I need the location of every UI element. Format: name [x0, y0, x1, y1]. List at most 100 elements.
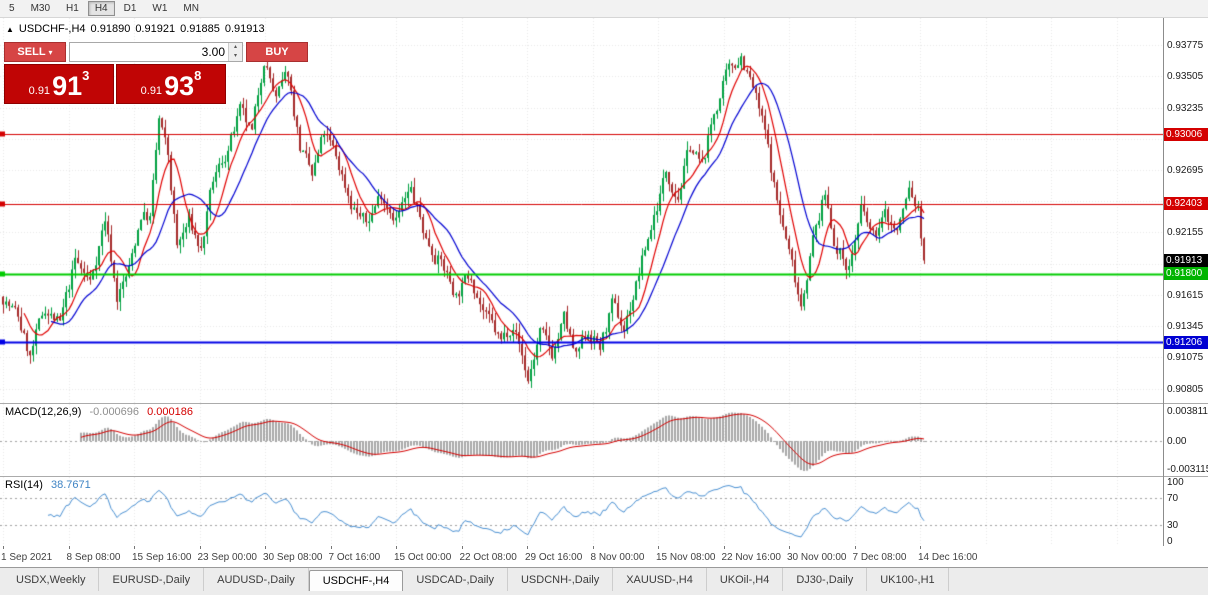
- rsi-axis-label: 0: [1167, 536, 1173, 547]
- chart-tab-usdcad-daily[interactable]: USDCAD-,Daily: [403, 568, 508, 591]
- chart-tab-dj30-daily[interactable]: DJ30-,Daily: [783, 568, 868, 591]
- sell-price-pipette: 3: [82, 68, 90, 83]
- time-axis-tick: [723, 546, 725, 549]
- chart-tab-usdchf-h4[interactable]: USDCHF-,H4: [308, 570, 404, 591]
- time-axis-label: 7 Dec 08:00: [852, 552, 907, 563]
- period-button-5[interactable]: 5: [9, 3, 15, 14]
- lot-decrease-button[interactable]: ▾: [229, 52, 242, 61]
- period-button-w1[interactable]: W1: [152, 3, 168, 14]
- macd-axis-label: 0.003811: [1167, 406, 1208, 417]
- time-axis-tick: [134, 546, 135, 549]
- time-axis[interactable]: 1 Sep 2021 8 Sep 08:00 15 Sep 16:00 23 Sep …: [0, 546, 1208, 567]
- price-axis-label: 0.91075: [1167, 352, 1204, 364]
- time-axis-tick: [265, 546, 266, 549]
- time-axis-tick: [854, 546, 856, 549]
- chart-tab-eurusd-daily[interactable]: EURUSD-,Daily: [99, 568, 205, 591]
- symbol-trend-icon: ▲: [6, 25, 14, 34]
- chart-tab-xauusd-h4[interactable]: XAUUSD-,H4: [613, 568, 707, 591]
- chart-tab-usdcnh-daily[interactable]: USDCNH-,Daily: [508, 568, 614, 591]
- chart-tab-usdx-weekly[interactable]: USDX,Weekly: [3, 568, 100, 591]
- price-axis-label: 0.92695: [1167, 165, 1204, 177]
- time-axis-tick: [920, 546, 921, 549]
- chart-tab-audusd-daily[interactable]: AUDUSD-,Daily: [204, 568, 309, 591]
- buy-price-big-digits: 93: [164, 71, 195, 101]
- price-tag-0.91800: 0.91800: [1163, 267, 1208, 280]
- period-button-h1[interactable]: H1: [66, 3, 79, 14]
- time-axis-label: 15 Oct 00:00: [394, 552, 452, 563]
- ohlc-high-value: 0.91921: [135, 23, 176, 35]
- window-bottom-edge: [0, 591, 1208, 595]
- price-axis-label: 0.93235: [1167, 102, 1204, 114]
- macd-axis: 0.003811 0.00 -0.003115: [1163, 404, 1208, 476]
- time-axis-label: 7 Oct 16:00: [328, 552, 381, 563]
- macd-axis-label: 0.00: [1167, 436, 1187, 447]
- time-axis-label: 15 Nov 08:00: [656, 552, 716, 563]
- price-axis-label: 0.93505: [1167, 71, 1204, 83]
- time-axis-label: 15 Sep 16:00: [132, 552, 192, 563]
- buy-price-prefix: 0.91: [140, 85, 163, 97]
- macd-main-value: -0.000696: [89, 406, 140, 418]
- time-axis-label: 22 Oct 08:00: [459, 552, 517, 563]
- time-axis-tick: [68, 546, 70, 549]
- sell-price-big-digits: 91: [52, 71, 83, 101]
- period-button-h4[interactable]: H4: [87, 1, 115, 16]
- time-axis-tick: [461, 546, 463, 549]
- lot-size-spinner: ▴ ▾: [228, 43, 242, 61]
- macd-indicator-label: MACD(12,26,9) -0.000696 0.000186: [5, 406, 198, 418]
- period-button-mn[interactable]: MN: [183, 3, 199, 14]
- period-button-m30[interactable]: M30: [30, 3, 51, 14]
- rsi-axis-label: 100: [1167, 477, 1184, 488]
- time-axis-tick: [396, 546, 397, 549]
- chart-header: ▲ USDCHF-,H4 0.91890 0.91921 0.91885 0.91913: [6, 23, 270, 35]
- chart-symbol-label: USDCHF-,H4: [18, 23, 86, 35]
- one-click-trade-panel: SELL ▾ ▴ ▾ BUY 0.91 91 3: [4, 42, 308, 104]
- time-axis-tick: [527, 546, 528, 549]
- price-axis-label: 0.91345: [1167, 321, 1204, 333]
- rsi-pane-canvas[interactable]: [0, 477, 1163, 546]
- sell-button-label: SELL: [17, 46, 46, 58]
- time-axis-label: 29 Oct 16:00: [525, 552, 583, 563]
- time-axis-label: 30 Nov 00:00: [787, 552, 847, 563]
- time-axis-label: 14 Dec 16:00: [918, 552, 978, 563]
- sell-button[interactable]: SELL ▾: [4, 42, 66, 62]
- chart-tab-uk100-h1[interactable]: UK100-,H1: [867, 568, 949, 591]
- rsi-value: 38.7671: [50, 479, 91, 491]
- price-axis-label: 0.93775: [1167, 40, 1204, 52]
- lot-size-input[interactable]: [70, 43, 228, 61]
- ohlc-open-value: 0.91890: [90, 23, 131, 35]
- time-axis-label: 30 Sep 08:00: [263, 552, 323, 563]
- buy-button-label: BUY: [265, 46, 289, 58]
- period-button-d1[interactable]: D1: [123, 3, 137, 14]
- price-axis-label: 0.91615: [1167, 289, 1204, 301]
- rsi-axis: 100 70 30 0: [1163, 477, 1208, 547]
- chart-tab-bar: USDX,Weekly EURUSD-,Daily AUDUSD-,Daily USD…: [0, 567, 1208, 591]
- pane-divider[interactable]: [0, 476, 1208, 477]
- time-axis-tick: [199, 546, 201, 549]
- ohlc-low-value: 0.91885: [180, 23, 220, 35]
- rsi-params-label: RSI(14): [5, 479, 43, 491]
- time-axis-tick: [330, 546, 332, 549]
- macd-pane-canvas[interactable]: [0, 404, 1163, 476]
- buy-button[interactable]: BUY: [246, 42, 308, 62]
- pane-divider[interactable]: [0, 403, 1208, 404]
- buy-price-pipette: 8: [194, 68, 202, 83]
- chevron-down-icon: ▾: [48, 47, 53, 57]
- sell-price-display[interactable]: 0.91 91 3: [4, 64, 114, 104]
- lot-increase-button[interactable]: ▴: [229, 43, 242, 52]
- time-axis-tick: [3, 546, 4, 549]
- time-axis-label: 1 Sep 2021: [1, 552, 53, 563]
- chart-tab-ukoil-h4[interactable]: UKOil-,H4: [707, 568, 784, 591]
- time-axis-tick: [592, 546, 594, 549]
- price-axis-label: 0.90805: [1167, 383, 1204, 395]
- chart-window: ▲ USDCHF-,H4 0.91890 0.91921 0.91885 0.91913 …: [0, 18, 1208, 567]
- price-axis[interactable]: 0.93775 0.93505 0.93235 0.92695 0.92155 0.916…: [1163, 18, 1208, 403]
- time-axis-label: 8 Sep 08:00: [66, 552, 121, 563]
- price-tag-0.91913: 0.91913: [1163, 253, 1208, 267]
- time-axis-label: 22 Nov 16:00: [721, 552, 782, 563]
- rsi-axis-label: 70: [1167, 492, 1179, 504]
- time-axis-label: 23 Sep 00:00: [197, 552, 258, 563]
- time-axis-label: 8 Nov 00:00: [590, 552, 645, 563]
- buy-price-display[interactable]: 0.91 93 8: [116, 64, 226, 104]
- lot-size-field: ▴ ▾: [69, 42, 243, 62]
